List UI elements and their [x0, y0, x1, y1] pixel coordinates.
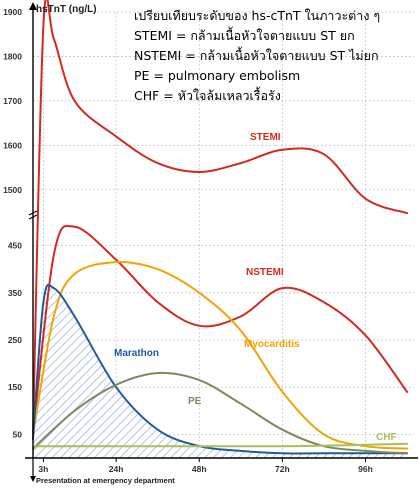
annotation-pe-definition: PE = pulmonary embolism: [134, 68, 301, 83]
y-tick-label: 350: [8, 288, 22, 298]
y-tick-label: 1800: [3, 51, 22, 61]
y-tick-label: 1700: [3, 96, 22, 106]
axis-break: [28, 210, 38, 216]
series-label-pe: PE: [188, 396, 202, 407]
x-tick-label: 3h: [38, 464, 48, 474]
y-tick-label: 50: [13, 429, 23, 439]
series-line-stemi: [32, 0, 409, 436]
series-label-chf: CHF: [376, 432, 397, 443]
series-label-nstemi: NSTEMI: [246, 267, 284, 278]
presentation-marker-arrow: [30, 476, 36, 482]
y-axis-label: hsTnT (ng/L): [36, 4, 97, 15]
series-label-marathon: Marathon: [114, 348, 159, 359]
x-axis-label: Presentation at emergency department: [36, 476, 175, 485]
y-tick-label: 1900: [3, 7, 22, 17]
annotation-nstemi-definition: NSTEMI = กล้ามเนื้อหัวใจตายแบบ ST ไม่ยก: [134, 48, 379, 63]
series-line-myocarditis: [32, 260, 409, 450]
y-tick-label: 1600: [3, 140, 22, 150]
series-line-pe: [32, 371, 409, 455]
series-label-myocarditis: Myocarditis: [244, 339, 300, 350]
axis-break: [28, 214, 38, 220]
y-tick-label: 250: [8, 335, 22, 345]
y-tick-label: 450: [8, 241, 22, 251]
y-tick-label: 150: [8, 382, 22, 392]
x-tick-label: 48h: [192, 464, 207, 474]
annotation-title: เปรียบเทียบระดับของ hs-cTnT ในภาวะต่าง ๆ: [134, 8, 381, 23]
marathon-area: [33, 284, 408, 458]
series-line-nstemi: [32, 224, 409, 436]
series-line-marathon: [32, 283, 409, 455]
annotation-chf-definition: CHF = หัวใจล้มเหลวเรื้อรัง: [134, 88, 281, 103]
series-label-stemi: STEMI: [250, 132, 281, 143]
y-axis-arrow: [29, 2, 37, 10]
x-tick-label: 96h: [358, 464, 373, 474]
series-line-chf: [32, 442, 409, 448]
y-tick-label: 1500: [3, 185, 22, 195]
x-tick-label: 24h: [109, 464, 124, 474]
annotation-stemi-definition: STEMI = กล้ามเนื้อหัวใจตายแบบ ST ยก: [134, 28, 355, 43]
x-tick-label: 72h: [275, 464, 290, 474]
